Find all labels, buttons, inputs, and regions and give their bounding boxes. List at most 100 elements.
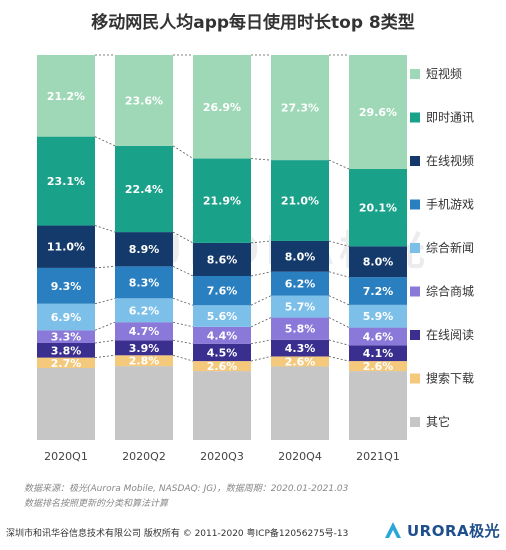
data-label: 6.9%	[51, 311, 82, 324]
data-label: 22.4%	[125, 183, 163, 196]
x-tick-label: 2020Q3	[200, 450, 244, 463]
data-label: 5.9%	[363, 310, 394, 323]
legend-swatch	[410, 286, 420, 297]
bar-segment	[193, 343, 251, 362]
connector-line	[94, 297, 116, 305]
legend-swatch	[410, 199, 420, 210]
connector-line	[250, 317, 272, 328]
bar-segment	[193, 326, 251, 344]
data-label: 4.7%	[129, 325, 160, 338]
legend-swatch	[410, 417, 420, 427]
bar-segment	[349, 55, 407, 169]
data-label: 3.9%	[129, 342, 160, 355]
connector-line	[172, 231, 194, 244]
bar-segment	[271, 295, 329, 318]
bar-segment	[271, 356, 329, 367]
data-label: 4.6%	[363, 330, 394, 343]
legend-label: 其它	[426, 414, 450, 429]
connector-line	[172, 297, 194, 306]
x-tick-label: 2020Q2	[122, 450, 166, 463]
legend-swatch	[410, 112, 420, 123]
data-label: 8.6%	[207, 253, 238, 266]
bar-segment	[349, 304, 407, 328]
data-label: 8.3%	[129, 276, 160, 289]
connector-line	[94, 136, 116, 147]
bar-segment	[115, 366, 173, 440]
data-label: 11.0%	[47, 241, 85, 254]
data-label: 4.1%	[363, 347, 394, 360]
bar-segment	[193, 305, 251, 327]
bar-segment	[271, 317, 329, 340]
connector-line	[250, 240, 272, 244]
connector-line	[172, 339, 194, 345]
connector-line	[328, 271, 350, 278]
connector-line	[94, 354, 116, 359]
bar-segment	[115, 55, 173, 146]
connector-line	[172, 266, 194, 277]
data-label: 7.6%	[207, 285, 238, 298]
data-label: 20.1%	[359, 202, 397, 215]
x-tick-label: 2020Q4	[278, 450, 322, 463]
connector-line	[250, 339, 272, 345]
bar-segment	[193, 242, 251, 276]
data-label: 2.7%	[51, 357, 82, 370]
bar-segment	[115, 266, 173, 299]
connector-line	[250, 295, 272, 306]
data-label: 4.3%	[285, 342, 316, 355]
bar-segment	[193, 275, 251, 306]
bar-segment	[115, 340, 173, 356]
connector-line	[328, 317, 350, 328]
bar-segment	[271, 366, 329, 440]
bar-segment	[271, 339, 329, 357]
legend-swatch	[410, 243, 420, 253]
aurora-logo: URORA极光	[382, 517, 500, 543]
legend-label: 即时通讯	[426, 111, 474, 125]
bar-segment	[37, 368, 95, 440]
bar-segment	[37, 55, 95, 137]
legend-label: 在线阅读	[426, 328, 474, 342]
data-label: 5.8%	[285, 323, 316, 336]
source-note: 数据来源：极光(Aurora Mobile, NASDAQ: JG)，数据周期：…	[24, 484, 349, 494]
bar-segment	[349, 277, 407, 305]
connector-line	[94, 321, 116, 331]
legend-label: 在线视频	[426, 153, 474, 168]
legend-swatch	[410, 156, 420, 166]
bar-segment	[37, 303, 95, 331]
data-label: 8.0%	[285, 250, 316, 263]
copyright-footer: 深圳市和讯华谷信息技术有限公司 版权所有 © 2011-2020 粤ICP备12…	[6, 529, 349, 539]
data-label: 3.3%	[51, 331, 82, 344]
x-tick-label: 2021Q1	[356, 450, 400, 463]
bar-segment	[115, 232, 173, 267]
method-note: 数据排名按照更新的分类和算法计算	[24, 499, 169, 509]
bar-segment	[37, 357, 95, 369]
data-label: 2.6%	[285, 355, 316, 368]
bar-segment	[115, 145, 173, 233]
legend-label: 短视频	[426, 66, 462, 81]
bar-segment	[115, 322, 173, 341]
legend-swatch	[410, 330, 420, 340]
bar-segment	[193, 158, 251, 243]
legend-label: 综合商城	[426, 284, 474, 299]
bar-segment	[349, 371, 407, 440]
data-label: 2.8%	[129, 355, 160, 368]
legend-swatch	[410, 69, 420, 79]
data-label: 23.6%	[125, 94, 163, 107]
stacked-bar-chart: 2.7%3.8%3.3% 6.9% 9.3% 11.0% 23.1% 21.2% 2020Q…	[37, 54, 474, 463]
bar-segment	[271, 160, 329, 241]
data-label: 4.5%	[207, 346, 238, 359]
connector-line	[328, 240, 350, 247]
connector-line	[172, 145, 194, 159]
connector-line	[172, 321, 194, 328]
bar-segment	[349, 168, 407, 247]
data-label: 9.3%	[51, 280, 82, 293]
bar-segment	[271, 240, 329, 272]
bar-segment	[271, 271, 329, 296]
data-label: 6.2%	[129, 304, 160, 317]
data-label: 21.0%	[281, 195, 319, 208]
data-label: 29.6%	[359, 106, 397, 119]
aurora-logo-icon	[385, 522, 401, 538]
bar-segment	[115, 298, 173, 323]
data-label: 5.7%	[285, 301, 316, 314]
data-label: 23.1%	[47, 175, 85, 188]
data-label: 3.8%	[51, 344, 82, 357]
